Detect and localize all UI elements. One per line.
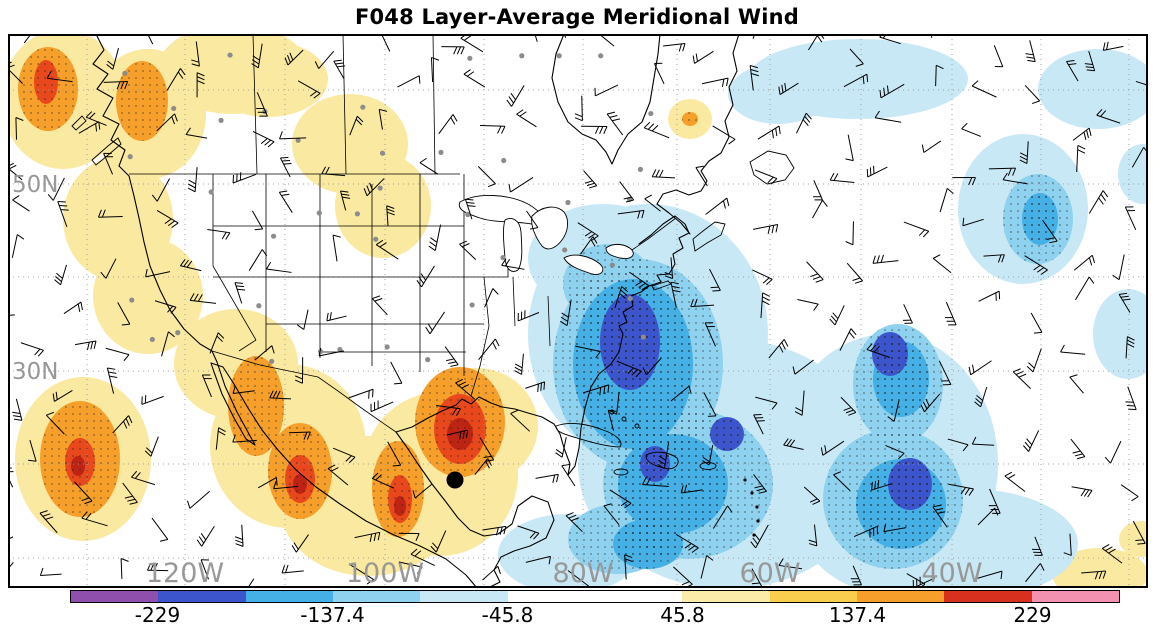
colorbar-label: 45.8 (660, 603, 705, 627)
lat-label: 30N (12, 359, 58, 385)
lon-label: 40W (921, 558, 982, 588)
lon-label: 80W (552, 558, 613, 588)
colorbar-segment (246, 591, 333, 602)
colorbar-segment (944, 591, 1031, 602)
lon-label: 120W (146, 558, 224, 588)
colorbar-label: 229 (1013, 603, 1051, 627)
colorbar-segment (682, 591, 769, 602)
lake-michigan (503, 219, 521, 272)
map-svg: 50N 30N 120W 100W 80W 60W 40W (8, 34, 1148, 588)
colorbar-segment (71, 591, 158, 602)
colorbar-segment (770, 591, 857, 602)
colorbar-label: -229 (135, 603, 180, 627)
chart-title: F048 Layer-Average Meridional Wind (0, 5, 1154, 29)
colorbar-segment (158, 591, 245, 602)
hudson-bay-coastline (552, 34, 660, 164)
colorbar-segment (595, 591, 682, 602)
map-area: 50N 30N 120W 100W 80W 60W 40W (8, 34, 1148, 588)
black-station-marker (447, 472, 464, 489)
colorbar-label: -45.8 (482, 603, 534, 627)
lat-label: 50N (12, 172, 58, 198)
lon-label: 60W (739, 558, 800, 588)
colorbar-strip (70, 590, 1120, 603)
colorbar-segment (508, 591, 595, 602)
colorbar-segment (857, 591, 944, 602)
colorbar-segment (1032, 591, 1119, 602)
colorbar-segment (333, 591, 420, 602)
colorbar-label: -137.4 (300, 603, 364, 627)
lon-label: 100W (346, 558, 424, 588)
colorbar-label: 137.4 (829, 603, 886, 627)
colorbar-segment (420, 591, 507, 602)
